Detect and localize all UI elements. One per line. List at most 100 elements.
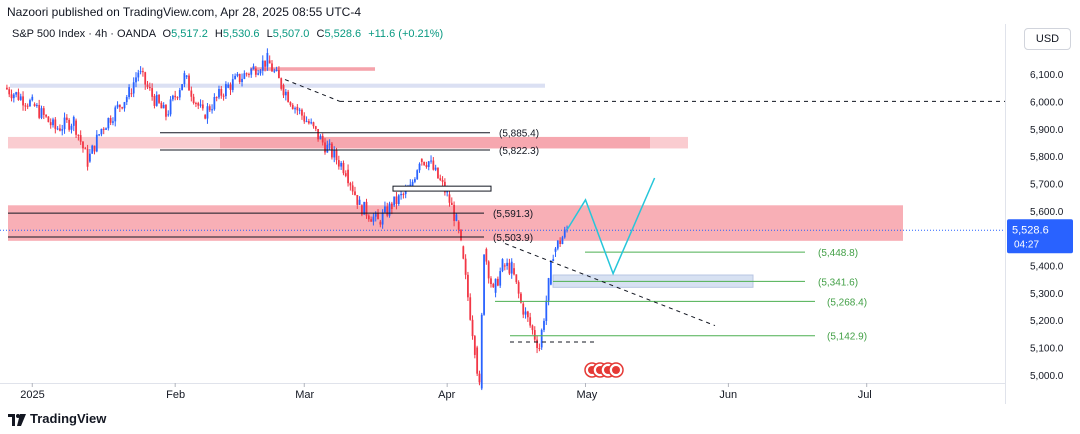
candle-body [88,153,91,162]
candle-body [105,128,107,130]
candle-body [388,203,391,216]
candle-body [513,268,515,275]
candle-body [190,90,193,97]
candle-body [165,104,167,117]
y-tick-label: 5,000.0 [1030,371,1064,382]
candle-body [59,128,61,131]
candle-body [563,229,566,238]
candle-body [494,278,497,293]
symbol-name[interactable]: S&P 500 Index · 4h · OANDA [12,28,156,40]
candle-body [356,195,359,205]
candle-body [291,104,294,110]
candle-body [381,212,384,225]
level-label: (5,503.9) [493,233,533,244]
candle-body [464,258,467,275]
candle-body [197,103,200,106]
last-price-badge [1007,219,1073,254]
candle-body [148,86,151,89]
candle-body [324,142,326,153]
candle-body [317,128,319,140]
candle-body [259,70,262,74]
candle-body [271,63,273,72]
currency-button[interactable]: USD [1024,28,1071,50]
candle-body [372,216,375,222]
symbol-legend: S&P 500 Index · 4h · OANDA O5,517.2 H5,5… [12,28,443,40]
candle-body [160,102,163,109]
candle-body [303,115,306,122]
candle-body [84,148,87,150]
candle-body [79,135,82,142]
candle-body [130,93,133,95]
candle-body [227,84,230,88]
candle-body [384,206,386,213]
candle-body [174,95,177,98]
high-label: H [214,28,223,40]
candle-body [400,194,402,196]
candle-body [118,104,121,108]
candle-body [275,70,278,72]
candle-body [349,183,352,186]
candle-body [26,105,29,107]
candle-body [328,143,331,145]
candle-body [38,104,41,118]
candle-body [121,107,124,109]
candle-body [178,90,181,98]
candle-body [478,373,481,383]
y-tick-label: 5,700.0 [1030,179,1064,190]
level-label: (5,591.3) [493,209,533,220]
candle-body [312,122,315,127]
candle-body [432,160,435,170]
candle-body [331,143,333,158]
candle-body [93,145,96,152]
candle-body [201,104,204,109]
high-value: 5,530.6 [222,28,260,40]
candle-body [526,311,529,318]
candle-body [379,221,382,225]
candle-body [171,95,174,100]
candle-body [397,195,400,204]
candle-body [273,70,276,72]
candle-body [65,117,68,120]
candle-body [427,161,430,167]
y-tick-label: 5,800.0 [1030,152,1064,163]
candle-body [220,89,223,96]
candle-body [284,91,287,96]
candle-body [188,75,190,91]
candle-body [125,97,128,103]
candle-body [510,261,513,274]
candle-body [411,181,414,189]
candle-body [250,69,253,75]
candle-body [390,203,393,210]
resistance-zone [8,205,903,241]
candle-body [342,162,345,174]
candle-body [423,161,426,166]
candle-body [254,68,257,75]
candle-body [473,336,476,355]
close-value: 5,528.6 [324,28,362,40]
candle-body [114,107,117,122]
candle-body [12,94,15,99]
candle-body [289,102,292,105]
candle-body [506,262,509,266]
candle-body [146,84,149,87]
candle-body [128,87,130,98]
open-label: O [162,28,172,40]
candle-body [6,87,8,90]
candle-body [358,199,361,205]
candle-body [264,60,266,67]
candle-body [467,274,469,298]
x-tick-label: Apr [438,389,455,401]
x-tick-label: Feb [166,389,185,401]
candle-body [116,104,119,108]
candle-body [218,89,220,98]
candle-body [268,60,271,64]
candle-body [40,108,43,118]
candle-body [137,72,140,78]
candle-body [95,134,98,152]
candle-body [310,122,313,124]
candle-body [47,116,50,123]
top-supply-zone [250,67,375,71]
candle-body [462,246,465,259]
candle-body [176,97,179,99]
